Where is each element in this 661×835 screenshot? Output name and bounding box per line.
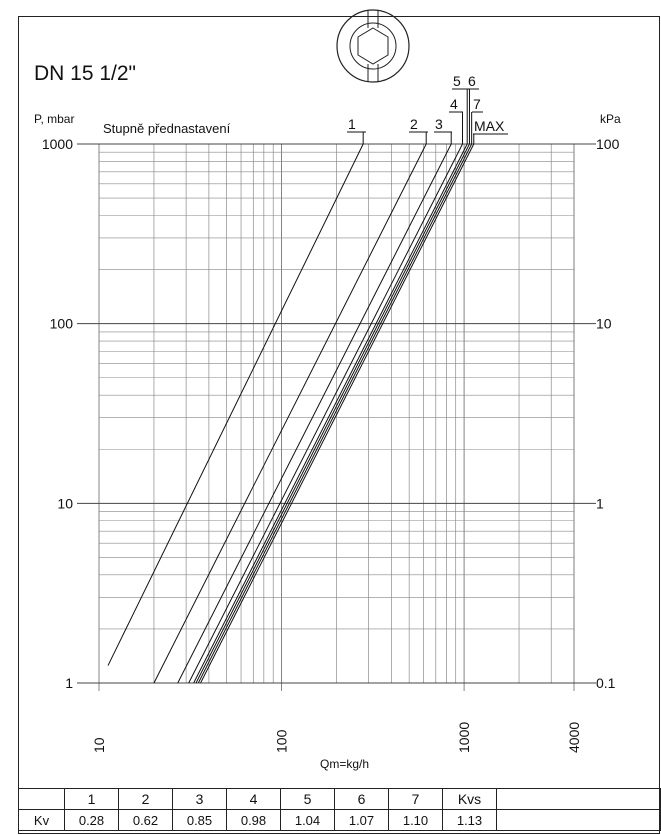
kv-header-cell: 4 [226, 788, 281, 810]
kv-value-cell: 0.98 [226, 809, 281, 831]
kv-value-cell: 1.07 [334, 809, 389, 831]
y-axis-label-left: P, mbar [34, 112, 74, 126]
chart-title: DN 15 1/2" [34, 62, 137, 85]
x-tick-label: 100 [274, 729, 290, 753]
series-line [197, 143, 473, 684]
kv-table-empty-cell [496, 788, 661, 810]
kv-header-cell: 3 [172, 788, 227, 810]
series-line [188, 143, 463, 684]
series-label: 1 [348, 116, 356, 132]
series-line [153, 143, 427, 684]
y-tick-label-left: 10 [57, 495, 73, 511]
series-line [193, 143, 468, 684]
y-tick-label-right: 0.1 [596, 675, 616, 691]
kv-header-cell: 6 [334, 788, 389, 810]
chart-grid [77, 143, 596, 691]
kv-value-cell: 0.62 [118, 809, 173, 831]
kv-table-value-row: Kv 0.28 0.62 0.85 0.98 1.04 1.07 1.10 1.… [18, 809, 661, 831]
series-label: 5 [453, 73, 461, 89]
y-tick-label-left: 100 [50, 316, 74, 332]
y-tick-label-left: 1000 [42, 136, 73, 152]
kv-header-cell: 2 [118, 788, 173, 810]
chart-frame [18, 16, 660, 834]
valve-knob-icon [336, 9, 410, 83]
x-tick-label: 1000 [456, 722, 472, 753]
series-label: MAX [474, 118, 505, 134]
series-label: 3 [435, 116, 443, 132]
kv-row-label: Kv [18, 809, 65, 831]
axis-ticks: 1 10 100 1000 0.1 1 10 100 10 100 1000 4000 [42, 136, 620, 753]
x-tick-label: 10 [91, 737, 107, 753]
curve-group-label: Stupně přednastavení [103, 121, 231, 136]
kv-header-cell: 7 [388, 788, 443, 810]
y-tick-label-left: 1 [65, 675, 73, 691]
series-line [195, 143, 470, 684]
kv-header-cell: 1 [64, 788, 119, 810]
series-label: 2 [410, 116, 418, 132]
chart-series [107, 143, 475, 684]
kv-value-cell: 1.13 [442, 809, 497, 831]
kv-header-cell: Kvs [442, 788, 497, 810]
kv-value-cell: 0.85 [172, 809, 227, 831]
y-tick-label-right: 10 [596, 316, 612, 332]
kv-value-cell: 1.04 [280, 809, 335, 831]
series-label: 7 [473, 96, 481, 112]
series-label: 4 [450, 96, 458, 112]
kv-table: 1 2 3 4 5 6 7 Kvs Kv 0.28 0.62 0.85 0.98… [18, 788, 661, 831]
x-axis-label: Qm=kg/h [320, 757, 369, 771]
y-tick-label-right: 100 [596, 136, 620, 152]
x-tick-label: 4000 [566, 722, 582, 753]
chart-labels: P, mbar kPa Qm=kg/h Stupně přednastavení 1 2 3… [34, 73, 621, 771]
kv-value-cell: 1.10 [388, 809, 443, 831]
kv-table-empty-cell [496, 809, 661, 831]
kv-header-cell: 5 [280, 788, 335, 810]
kv-table-corner [18, 788, 65, 810]
y-axis-label-right: kPa [600, 112, 621, 126]
series-line [177, 143, 452, 684]
series-line [200, 143, 475, 684]
series-line [107, 143, 364, 666]
series-label: 6 [468, 73, 476, 89]
y-tick-label-right: 1 [596, 495, 604, 511]
kv-table-header-row: 1 2 3 4 5 6 7 Kvs [18, 788, 661, 810]
kv-value-cell: 0.28 [64, 809, 119, 831]
